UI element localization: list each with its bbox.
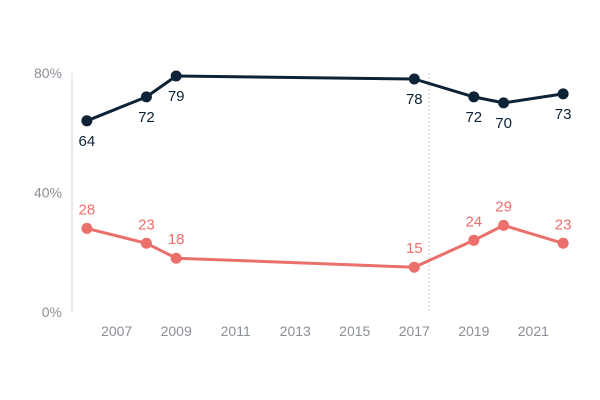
- chart-series: 64 72 79 78 72 70 73 28 23 18 15 24 29 23: [79, 70, 572, 273]
- data-point: [498, 97, 510, 109]
- data-point: [468, 91, 480, 103]
- data-label: 15: [406, 240, 423, 257]
- data-label: 29: [495, 198, 512, 215]
- data-point: [81, 115, 93, 127]
- data-point: [140, 91, 152, 103]
- data-label: 73: [555, 106, 572, 123]
- y-tick-label: 40%: [34, 185, 62, 201]
- data-point: [140, 237, 152, 249]
- data-label: 24: [465, 213, 482, 230]
- data-label: 72: [138, 109, 155, 126]
- data-label: 72: [465, 109, 482, 126]
- series-line: [86, 223, 564, 269]
- y-tick-label: 0%: [42, 304, 62, 320]
- x-tick-label: 2009: [161, 323, 192, 339]
- data-label: 78: [406, 91, 423, 108]
- x-tick-label: 2017: [399, 323, 430, 339]
- data-label: 23: [138, 216, 155, 233]
- x-tick-label: 2011: [221, 323, 251, 339]
- x-tick-label: 2019: [458, 323, 489, 339]
- series-line: [86, 74, 564, 123]
- x-tick-label: 2015: [339, 323, 370, 339]
- data-label: 18: [168, 231, 185, 248]
- data-label: 79: [168, 88, 185, 105]
- series-0: 64 72 79 78 72 70 73: [79, 70, 572, 150]
- chart-axes: 0% 40% 80% 2007 2009 2011 2013 2015 2017 2019 2021: [34, 65, 549, 339]
- data-label: 28: [79, 201, 96, 218]
- x-tick-label: 2007: [101, 323, 132, 339]
- data-point: [557, 237, 569, 249]
- data-point: [468, 234, 480, 246]
- data-label: 23: [555, 216, 572, 233]
- series-1: 28 23 18 15 24 29 23: [79, 198, 572, 273]
- data-point: [557, 88, 569, 100]
- y-tick-label: 80%: [34, 65, 62, 81]
- data-point: [170, 70, 182, 82]
- data-point: [170, 252, 182, 264]
- x-tick-label: 2021: [518, 323, 549, 339]
- data-label: 70: [495, 115, 512, 132]
- data-label: 64: [79, 133, 96, 150]
- data-point: [408, 261, 420, 273]
- data-point: [81, 222, 93, 234]
- data-point: [408, 73, 420, 85]
- x-tick-label: 2013: [280, 323, 311, 339]
- data-point: [498, 219, 510, 231]
